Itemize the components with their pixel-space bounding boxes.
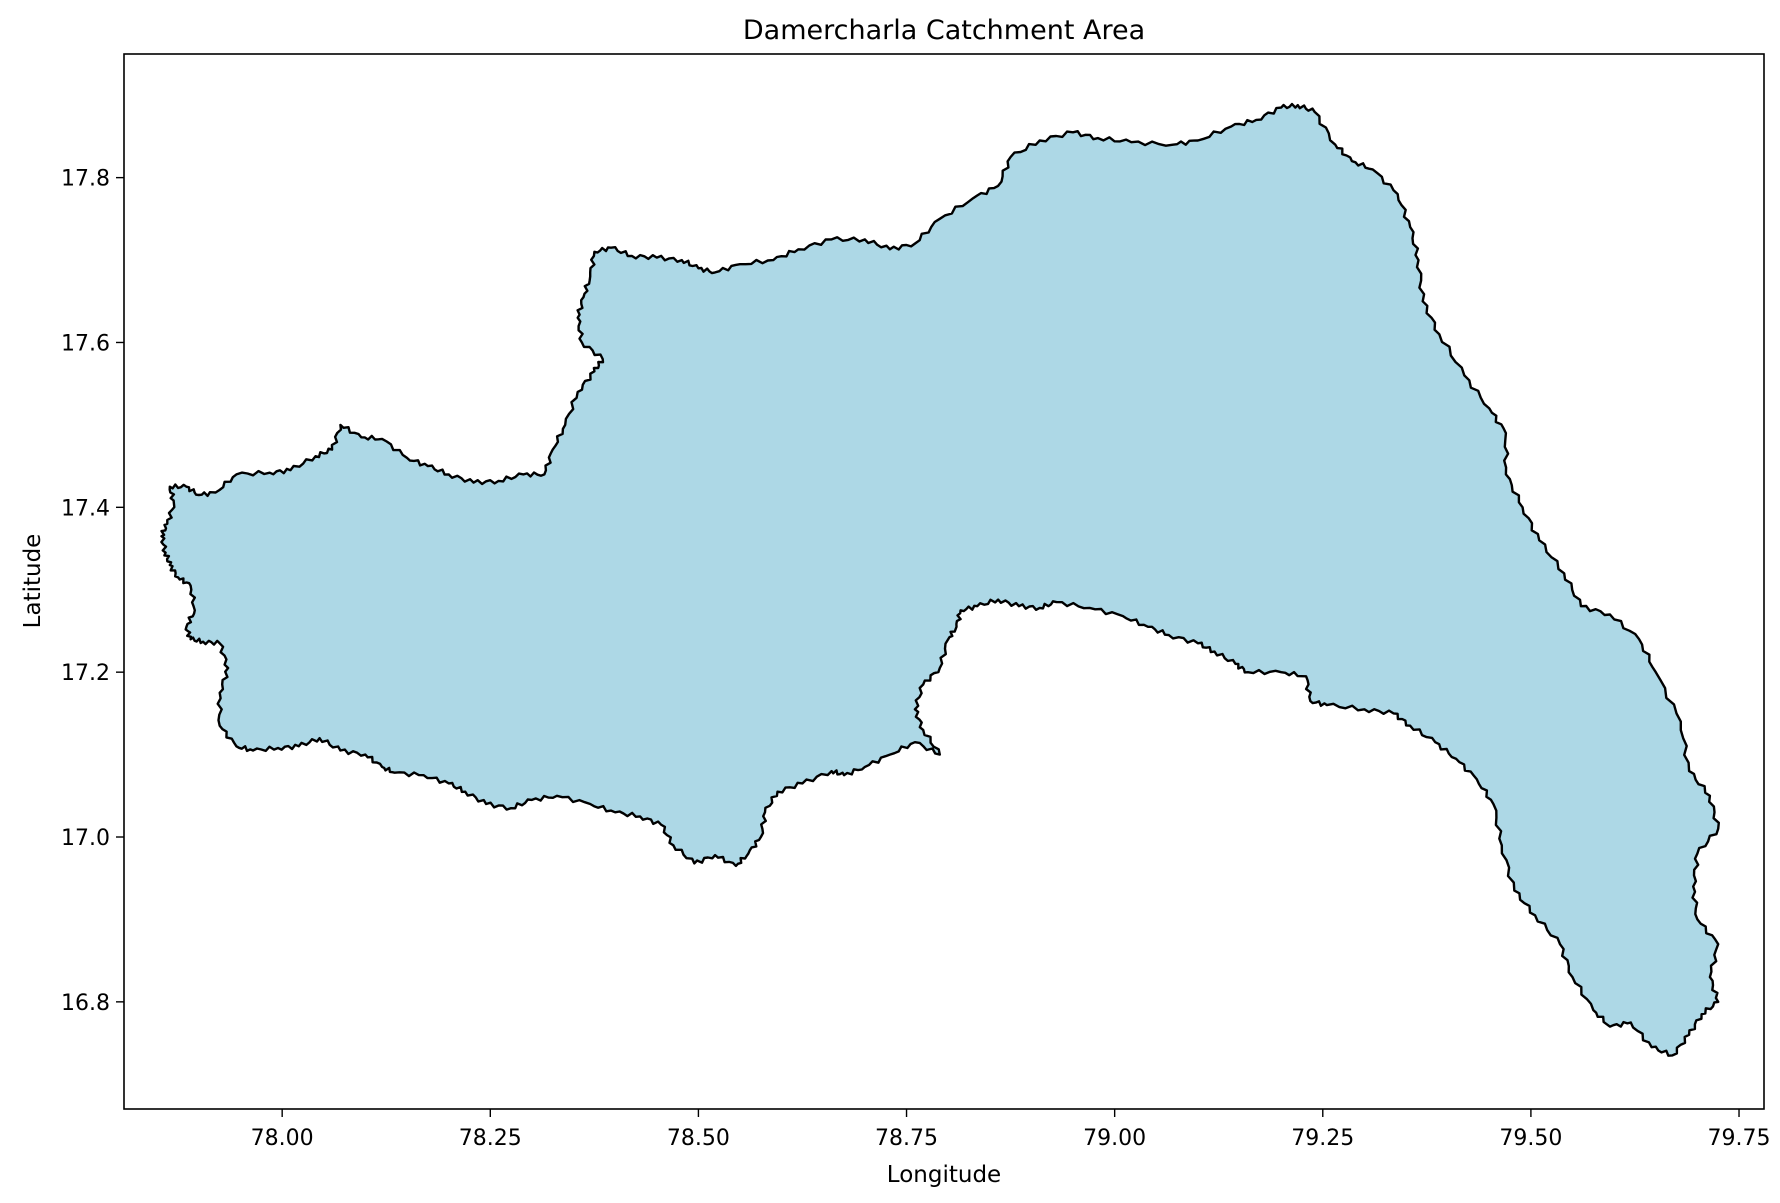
x-tick-label: 79.00 — [1083, 1126, 1146, 1151]
y-tick-label: 17.0 — [61, 826, 110, 851]
x-axis: 78.00 78.25 78.50 78.75 79.00 79.25 79.50 79.75 — [251, 1109, 1771, 1151]
y-tick-label: 17.8 — [61, 167, 110, 192]
x-tick-label: 78.00 — [251, 1126, 314, 1151]
y-tick-label: 17.6 — [61, 331, 110, 356]
y-tick-label: 17.2 — [61, 661, 110, 686]
x-tick-label: 78.50 — [667, 1126, 730, 1151]
y-tick-label: 17.4 — [61, 496, 110, 521]
x-tick-label: 78.25 — [459, 1126, 522, 1151]
y-axis: 16.8 17.0 17.2 17.4 17.6 17.8 — [61, 167, 124, 1016]
chart-title: Damercharla Catchment Area — [743, 15, 1145, 46]
catchment-polygon — [160, 102, 1720, 1057]
x-tick-label: 79.75 — [1708, 1126, 1771, 1151]
x-tick-label: 79.25 — [1291, 1126, 1354, 1151]
axes-frame — [123, 53, 1765, 1110]
x-axis-label: Longitude — [887, 1162, 1001, 1188]
x-tick-label: 79.50 — [1499, 1126, 1562, 1151]
y-axis-label: Latitude — [20, 534, 46, 629]
plot-area — [123, 53, 1765, 1110]
x-tick-label: 78.75 — [875, 1126, 938, 1151]
y-tick-label: 16.8 — [61, 991, 110, 1016]
